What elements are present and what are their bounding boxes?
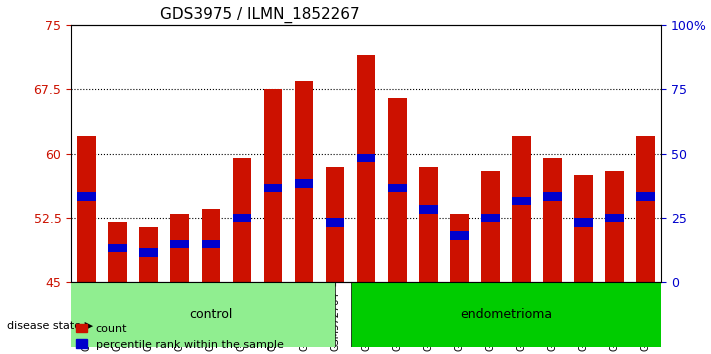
Bar: [605, 214, 624, 222]
Bar: [512, 196, 531, 205]
Bar: [450, 231, 469, 240]
Bar: [295, 81, 314, 282]
Bar: [139, 248, 158, 257]
FancyBboxPatch shape: [351, 282, 661, 347]
Bar: [108, 222, 127, 282]
Bar: [636, 136, 655, 282]
Bar: [77, 192, 96, 201]
Bar: [171, 240, 189, 248]
FancyBboxPatch shape: [55, 282, 335, 347]
Bar: [326, 218, 344, 227]
Bar: [481, 171, 500, 282]
Bar: [264, 89, 282, 282]
Bar: [605, 171, 624, 282]
Text: control: control: [189, 308, 232, 321]
Bar: [108, 244, 127, 252]
Bar: [326, 166, 344, 282]
Bar: [543, 192, 562, 201]
Bar: [77, 136, 96, 282]
Bar: [264, 184, 282, 192]
Bar: [388, 98, 407, 282]
Bar: [419, 166, 437, 282]
Bar: [232, 158, 251, 282]
Bar: [574, 218, 593, 227]
Bar: [295, 179, 314, 188]
Legend: count, percentile rank within the sample: count, percentile rank within the sample: [71, 319, 288, 354]
Bar: [574, 175, 593, 282]
Bar: [450, 214, 469, 282]
Bar: [512, 136, 531, 282]
Bar: [201, 240, 220, 248]
Text: disease state ▶: disease state ▶: [7, 321, 93, 331]
Bar: [636, 192, 655, 201]
Bar: [419, 205, 437, 214]
Text: GDS3975 / ILMN_1852267: GDS3975 / ILMN_1852267: [160, 7, 359, 23]
Bar: [171, 214, 189, 282]
Bar: [232, 214, 251, 222]
Bar: [357, 154, 375, 162]
Bar: [357, 55, 375, 282]
Bar: [543, 158, 562, 282]
Bar: [388, 184, 407, 192]
Bar: [201, 210, 220, 282]
Text: endometrioma: endometrioma: [460, 308, 552, 321]
Bar: [481, 214, 500, 222]
Bar: [139, 227, 158, 282]
